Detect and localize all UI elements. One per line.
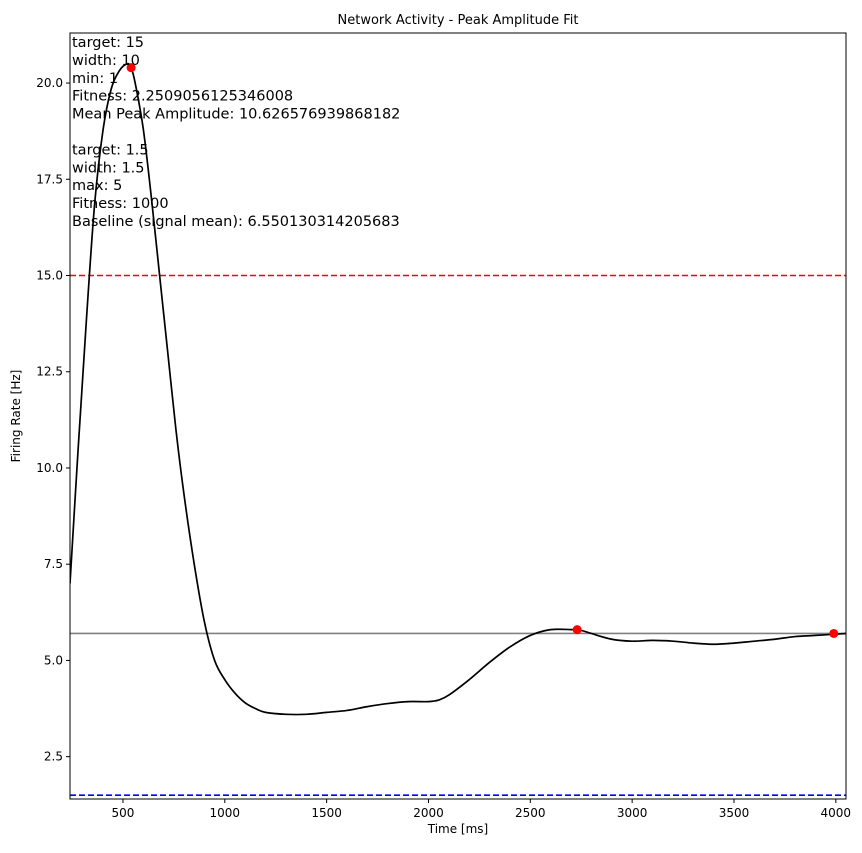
series-line-1	[70, 62, 846, 716]
annotation-line: max: 5	[72, 178, 122, 194]
x-tick-label: 4000	[821, 806, 852, 820]
x-tick-label: 1500	[311, 806, 342, 820]
y-tick-label: 2.5	[44, 750, 63, 764]
annotation-line: min: 1	[72, 71, 118, 87]
x-tick-label: 2500	[515, 806, 546, 820]
annotation-line: width: 10	[72, 53, 140, 69]
x-tick-label: 1000	[210, 806, 241, 820]
y-tick-label: 20.0	[36, 76, 63, 90]
y-axis-label: Firing Rate [Hz]	[9, 370, 23, 463]
plot-content	[70, 62, 846, 796]
annotation-line: Fitness: 2.2509056125346008	[72, 89, 293, 105]
peak-marker-3	[829, 628, 839, 638]
y-tick-label: 10.0	[36, 461, 63, 475]
peak-marker-1	[126, 63, 136, 73]
annotation-line: Mean Peak Amplitude: 10.626576939868182	[72, 107, 400, 123]
axis-ticks: 500 1000 1500 2000 2500 3000 3500 4000 2.5 5.0 7.5…	[36, 76, 851, 820]
annotation-line: Baseline (signal mean): 6.55013031420568…	[72, 214, 400, 230]
annotation-block: target: 15 width: 10 min: 1 Fitness: 2.2509…	[72, 35, 400, 230]
peak-marker-2	[572, 625, 582, 635]
annotation-line: target: 1.5	[72, 142, 149, 158]
x-tick-label: 3000	[617, 806, 648, 820]
annotation-line: width: 1.5	[72, 160, 145, 176]
annotation-line: Fitness: 1000	[72, 196, 169, 212]
y-tick-label: 15.0	[36, 269, 63, 283]
y-tick-label: 7.5	[44, 557, 63, 571]
y-tick-label: 5.0	[44, 653, 63, 667]
x-tick-label: 500	[112, 806, 135, 820]
x-tick-label: 2000	[413, 806, 444, 820]
x-tick-label: 3500	[719, 806, 750, 820]
chart-title: Network Activity - Peak Amplitude Fit	[338, 13, 579, 28]
y-tick-label: 17.5	[36, 172, 63, 186]
axes-frame	[69, 32, 847, 800]
y-tick-label: 12.5	[36, 365, 63, 379]
annotation-line: target: 15	[72, 35, 144, 51]
x-axis-label: Time [ms]	[427, 822, 489, 836]
